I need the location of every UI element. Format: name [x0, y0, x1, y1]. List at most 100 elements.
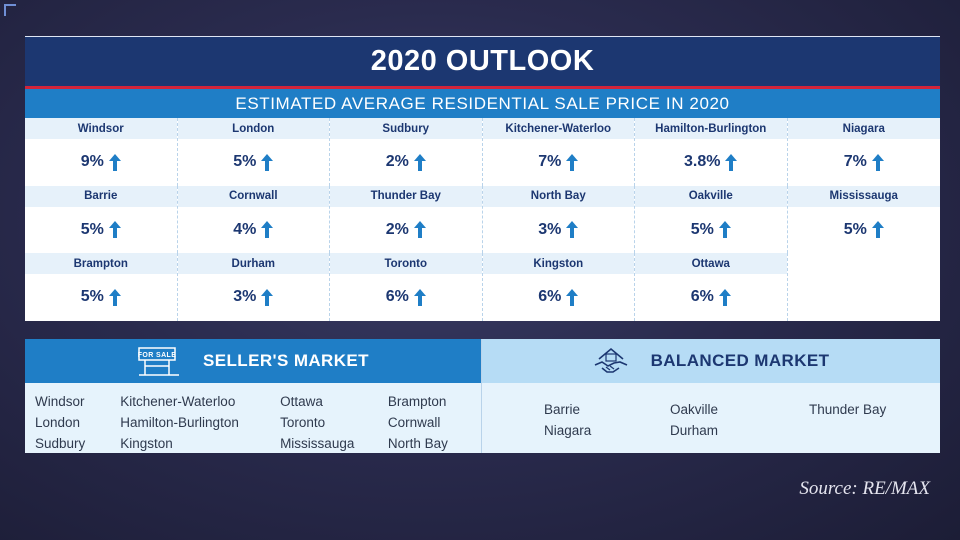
- city-cell: North Bay 3%: [482, 185, 635, 253]
- seller-market-city: Toronto: [280, 415, 326, 430]
- seller-market-city: North Bay: [387, 436, 448, 451]
- seller-market-column: Ottawa Toronto Mississauga: [280, 391, 388, 454]
- empty-cell: [787, 253, 940, 321]
- arrow-up-icon: [413, 288, 426, 306]
- city-value: 5%: [787, 206, 940, 253]
- balanced-market-header: BALANCED MARKET: [482, 339, 940, 383]
- city-percent: 6%: [385, 288, 409, 306]
- city-value: 6%: [330, 274, 482, 321]
- city-value: 4%: [177, 206, 329, 253]
- arrow-up-icon: [413, 153, 426, 171]
- city-percent: 5%: [80, 220, 104, 238]
- arrow-up-icon: [108, 153, 121, 171]
- city-name: Sudbury: [330, 118, 482, 139]
- market-panel: FOR SALE SELLER'S MARKET Windsor London Su…: [25, 339, 940, 453]
- balanced-market-city: Thunder Bay: [809, 402, 887, 417]
- city-value: 7%: [787, 139, 940, 186]
- seller-market-city: Hamilton-Burlington: [120, 415, 239, 430]
- arrow-up-icon: [725, 153, 738, 171]
- city-cell: Cornwall 4%: [177, 185, 330, 253]
- city-value: 9%: [25, 139, 177, 186]
- city-cell: Windsor 9%: [25, 118, 178, 186]
- city-name: Kitchener-Waterloo: [482, 118, 634, 139]
- city-value: 7%: [482, 139, 634, 186]
- city-cell: Ottawa 6%: [635, 253, 788, 321]
- corner-bracket-decoration: [0, 0, 18, 18]
- arrow-up-icon: [718, 221, 731, 239]
- balanced-market-column: Barrie Niagara: [544, 399, 670, 441]
- city-percent: 3%: [538, 220, 562, 238]
- source-credit: Source: RE/MAX: [799, 478, 930, 499]
- city-cell: Barrie 5%: [25, 185, 178, 253]
- city-percent: 4%: [233, 220, 257, 238]
- seller-market-city: Windsor: [35, 394, 85, 409]
- seller-market-city: Mississauga: [280, 436, 355, 451]
- balanced-market-city: Oakville: [670, 402, 719, 417]
- city-percent: 3%: [233, 288, 257, 306]
- city-percent: 9%: [80, 153, 104, 171]
- city-percent: 2%: [385, 220, 409, 238]
- city-percent: 5%: [233, 153, 257, 171]
- seller-market-city: Kitchener-Waterloo: [120, 394, 236, 409]
- arrow-up-icon: [566, 221, 579, 239]
- arrow-up-icon: [871, 221, 884, 239]
- city-value: 3%: [177, 274, 329, 321]
- city-percent: 2%: [385, 153, 409, 171]
- city-cell: Sudbury 2%: [330, 118, 483, 186]
- city-percent: 7%: [843, 153, 867, 171]
- arrow-up-icon: [413, 221, 426, 239]
- arrow-up-icon: [261, 153, 274, 171]
- city-name: Mississauga: [787, 185, 940, 207]
- seller-market-header: FOR SALE SELLER'S MARKET: [25, 339, 481, 383]
- city-cell: Kingston 6%: [482, 253, 635, 321]
- city-value: 2%: [330, 206, 482, 253]
- city-value: 6%: [635, 274, 787, 321]
- title-divider: [25, 86, 940, 89]
- seller-market-column: Windsor London Sudbury: [35, 391, 120, 454]
- city-cell: Brampton 5%: [25, 253, 178, 321]
- seller-market-city: Brampton: [387, 394, 447, 409]
- city-name: Ottawa: [635, 253, 787, 274]
- city-cell: London 5%: [177, 118, 330, 186]
- city-percent: 5%: [80, 288, 104, 306]
- city-name: Barrie: [25, 185, 177, 207]
- city-cell: Mississauga 5%: [787, 185, 940, 253]
- city-cell: Toronto 6%: [330, 253, 483, 321]
- for-sale-sign-icon: FOR SALE: [138, 347, 180, 376]
- city-cell: Oakville 5%: [635, 185, 788, 253]
- seller-market-label: SELLER'S MARKET: [203, 351, 369, 370]
- balanced-market-section: BALANCED MARKET Barrie Niagara Oakville Dur…: [482, 339, 940, 453]
- price-grid: Windsor 9% London 5% Sudbury 2% Kitchener-Wate…: [25, 118, 940, 321]
- arrow-up-icon: [566, 288, 579, 306]
- balanced-market-column: Thunder Bay: [809, 399, 929, 441]
- seller-market-city: Sudbury: [35, 436, 86, 451]
- city-cell: Niagara 7%: [787, 118, 940, 186]
- seller-market-column: Brampton Cornwall North Bay: [388, 391, 481, 454]
- for-sale-sign-text: FOR SALE: [138, 352, 177, 359]
- city-percent: 6%: [690, 288, 714, 306]
- arrow-up-icon: [261, 221, 274, 239]
- handshake-house-icon: [594, 347, 627, 373]
- page-title: 2020 OUTLOOK: [25, 36, 940, 86]
- city-value: 3%: [482, 206, 634, 253]
- arrow-up-icon: [718, 288, 731, 306]
- city-name: North Bay: [482, 185, 634, 207]
- city-percent: 6%: [538, 288, 562, 306]
- seller-market-list: Windsor London Sudbury Kitchener-Waterloo Ha…: [25, 383, 481, 454]
- city-name: Niagara: [787, 118, 940, 139]
- balanced-market-column: Oakville Durham: [670, 399, 809, 441]
- arrow-up-icon: [108, 288, 121, 306]
- city-name: Oakville: [635, 185, 787, 207]
- city-name: Brampton: [25, 253, 177, 274]
- city-name: Thunder Bay: [330, 185, 482, 207]
- city-percent: 7%: [538, 153, 562, 171]
- balanced-market-city: Durham: [670, 423, 719, 438]
- city-value: 6%: [482, 274, 634, 321]
- arrow-up-icon: [261, 288, 274, 306]
- city-name: Toronto: [330, 253, 482, 274]
- arrow-up-icon: [871, 153, 884, 171]
- city-cell: Thunder Bay 2%: [330, 185, 483, 253]
- city-value: 5%: [635, 206, 787, 253]
- seller-market-city: Ottawa: [280, 394, 323, 409]
- city-value: 5%: [25, 274, 177, 321]
